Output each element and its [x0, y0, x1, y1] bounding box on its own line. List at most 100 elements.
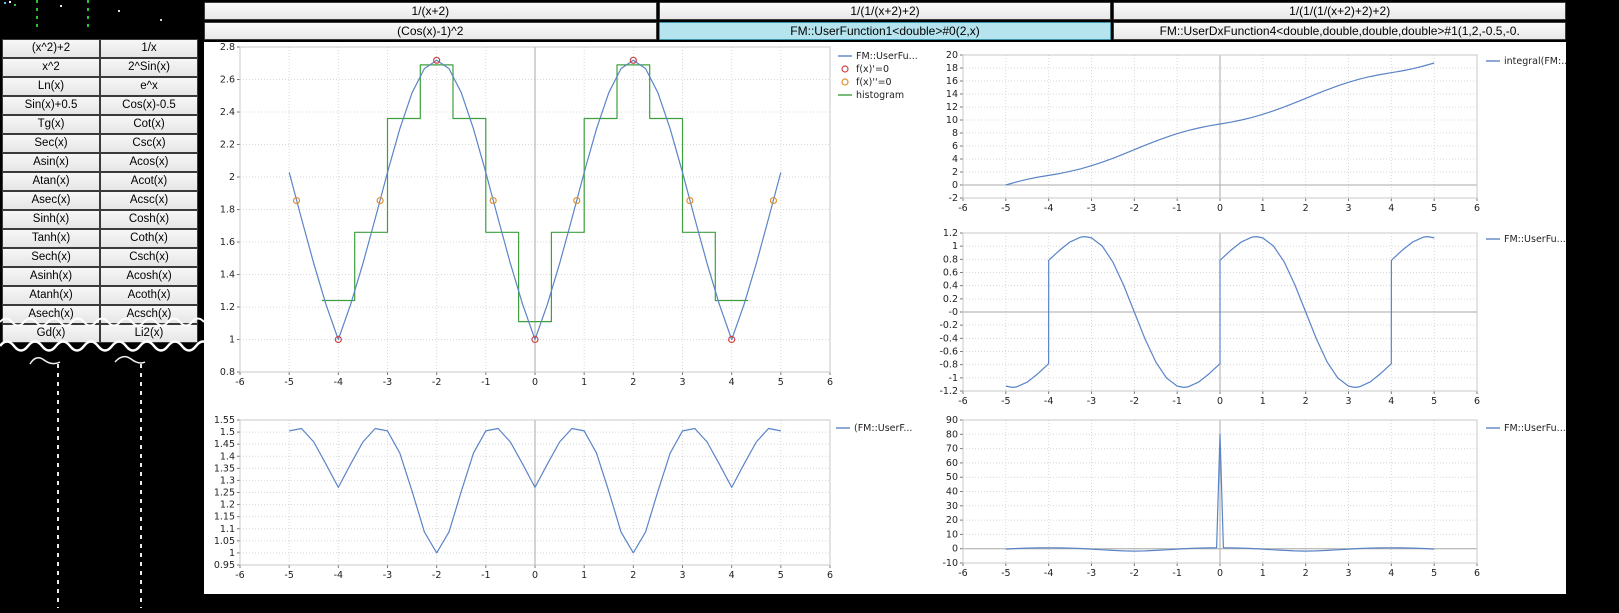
series-extrema-markers: [334, 56, 736, 344]
green-dash-line: [87, 0, 89, 30]
palette-button-1x[interactable]: 1/x: [100, 39, 198, 58]
palette-button-sinhx[interactable]: Sinh(x): [2, 210, 100, 229]
speck: [118, 10, 120, 12]
palette-button-lnx[interactable]: Ln(x): [2, 77, 100, 96]
svg-text:80: 80: [946, 429, 958, 440]
palette-button-ex[interactable]: e^x: [100, 77, 198, 96]
palette-button-asinx[interactable]: Asin(x): [2, 153, 100, 172]
svg-text:5: 5: [1431, 203, 1437, 214]
series-derivative-curve: [1005, 236, 1435, 388]
plot-transformed-function: -6 -5 -4 -3 -2 -1 0 1 2 3 4 5 60.9511.051.11.151.21.…: [214, 415, 913, 581]
legend-label: histogram: [856, 90, 904, 101]
palette-button-asinhx[interactable]: Asinh(x): [2, 267, 100, 286]
palette-button-atanx[interactable]: Atan(x): [2, 172, 100, 191]
function-button-r1-c1[interactable]: 1/(x+2): [204, 2, 657, 20]
svg-text:1.4: 1.4: [220, 451, 235, 462]
palette-button-x22[interactable]: (x^2)+2: [2, 39, 100, 58]
palette-button-acoshx[interactable]: Acosh(x): [100, 267, 198, 286]
palette-button-acscx[interactable]: Acsc(x): [100, 191, 198, 210]
svg-text:1.5: 1.5: [220, 427, 235, 438]
legend-label: f(x)''=0: [856, 77, 892, 88]
svg-text:0.8: 0.8: [220, 367, 235, 378]
palette-button-atanhx[interactable]: Atanh(x): [2, 286, 100, 305]
svg-text:-3: -3: [1087, 203, 1096, 214]
svg-text:1.2: 1.2: [220, 302, 235, 313]
palette-button-x2[interactable]: x^2: [2, 58, 100, 77]
svg-text:-4: -4: [1044, 568, 1053, 579]
plots-canvas: -6 -5 -4 -3 -2 -1 0 1 2 3 4 5 60.811.21.41.61.822.22…: [214, 42, 1570, 581]
series-histogram: [322, 64, 748, 323]
svg-text:14: 14: [946, 89, 958, 100]
palette-button-cotx[interactable]: Cot(x): [100, 115, 198, 134]
plot-main-function: -6 -5 -4 -3 -2 -1 0 1 2 3 4 5 6 0.8 1 1.2 1.4 1.6 1.8 2 2.2 2…: [220, 42, 918, 388]
svg-text:2: 2: [229, 172, 235, 183]
plot-derivative: -6 -5 -4 -3 -2 -1 0 1 2 3 4 5 6 -1.2 -1 -0.8 -0.6 -0.4 -0.…: [939, 228, 1565, 407]
svg-text:5: 5: [1431, 568, 1437, 579]
svg-text:3: 3: [1345, 203, 1351, 214]
svg-text:1: 1: [581, 570, 587, 581]
palette-button-asecx[interactable]: Asec(x): [2, 191, 100, 210]
palette-button-acosx[interactable]: Acos(x): [100, 153, 198, 172]
palette-button-li2x[interactable]: Li2(x): [100, 324, 198, 343]
svg-text:1: 1: [1260, 568, 1266, 579]
svg-text:0: 0: [952, 544, 958, 555]
palette-button-cschx[interactable]: Csch(x): [100, 248, 198, 267]
svg-text:-1: -1: [1172, 396, 1181, 407]
palette-button-coshx[interactable]: Cosh(x): [100, 210, 198, 229]
palette-button-tanhx[interactable]: Tanh(x): [2, 229, 100, 248]
palette-button-tgx[interactable]: Tg(x): [2, 115, 100, 134]
palette-button-sinx05[interactable]: Sin(x)+0.5: [2, 96, 100, 115]
svg-text:20: 20: [946, 515, 958, 526]
speck: [9, 1, 11, 3]
svg-text:4: 4: [1388, 568, 1394, 579]
svg-text:-1: -1: [949, 373, 958, 384]
svg-text:2: 2: [1303, 396, 1309, 407]
svg-text:-4: -4: [1044, 203, 1053, 214]
svg-text:-2: -2: [432, 570, 441, 581]
svg-text:-6: -6: [958, 396, 967, 407]
svg-text:-4: -4: [334, 570, 343, 581]
svg-text:1.6: 1.6: [220, 237, 235, 248]
palette-button-cosx05[interactable]: Cos(x)-0.5: [100, 96, 198, 115]
svg-text:5: 5: [778, 570, 784, 581]
svg-text:-6: -6: [235, 377, 244, 388]
svg-text:60: 60: [946, 458, 958, 469]
svg-text:2.2: 2.2: [220, 140, 235, 151]
function-button-r2-c3[interactable]: FM::UserDxFunction4<double,double,double…: [1113, 22, 1567, 40]
function-button-r2-c1[interactable]: (Cos(x)-1)^2: [204, 22, 657, 40]
speck: [160, 19, 162, 21]
function-button-r1-c2[interactable]: 1/(1/(x+2)+2): [658, 2, 1112, 20]
series-curve: [289, 427, 781, 554]
series-inflection-markers: [292, 196, 778, 205]
svg-text:50: 50: [946, 472, 958, 483]
svg-text:0: 0: [1217, 396, 1223, 407]
palette-button-2sinx[interactable]: 2^Sin(x): [100, 58, 198, 77]
svg-text:5: 5: [778, 377, 784, 388]
legend-label: FM::UserFu...: [1504, 234, 1566, 245]
svg-text:1: 1: [229, 335, 235, 346]
palette-button-secx[interactable]: Sec(x): [2, 134, 100, 153]
function-button-r1-c3[interactable]: 1/(1/(1/(x+2)+2)+2): [1113, 2, 1567, 20]
svg-text:-5: -5: [284, 377, 293, 388]
svg-text:0: 0: [952, 180, 958, 191]
svg-text:6: 6: [1474, 568, 1480, 579]
svg-text:-6: -6: [958, 568, 967, 579]
svg-text:0.2: 0.2: [943, 294, 958, 305]
palette-button-cscx[interactable]: Csc(x): [100, 134, 198, 153]
svg-text:3: 3: [679, 570, 685, 581]
palette-button-acotx[interactable]: Acot(x): [100, 172, 198, 191]
function-button-r2-c2[interactable]: FM::UserFunction1<double>#0(2,x): [658, 22, 1112, 40]
svg-text:2.4: 2.4: [220, 107, 235, 118]
svg-text:-1: -1: [1172, 203, 1181, 214]
palette-button-gdx[interactable]: Gd(x): [2, 324, 100, 343]
palette-button-cothx[interactable]: Coth(x): [100, 229, 198, 248]
svg-text:6: 6: [952, 141, 958, 152]
scribble-decoration: [29, 355, 146, 365]
palette-button-acothx[interactable]: Acoth(x): [100, 286, 198, 305]
svg-text:1: 1: [1260, 396, 1266, 407]
palette-button-sechx[interactable]: Sech(x): [2, 248, 100, 267]
svg-text:0: 0: [532, 377, 538, 388]
function-composition-bar: 1/(x+2) 1/(1/(x+2)+2) 1/(1/(1/(x+2)+2)+2) (…: [204, 2, 1567, 40]
svg-text:1: 1: [1260, 203, 1266, 214]
